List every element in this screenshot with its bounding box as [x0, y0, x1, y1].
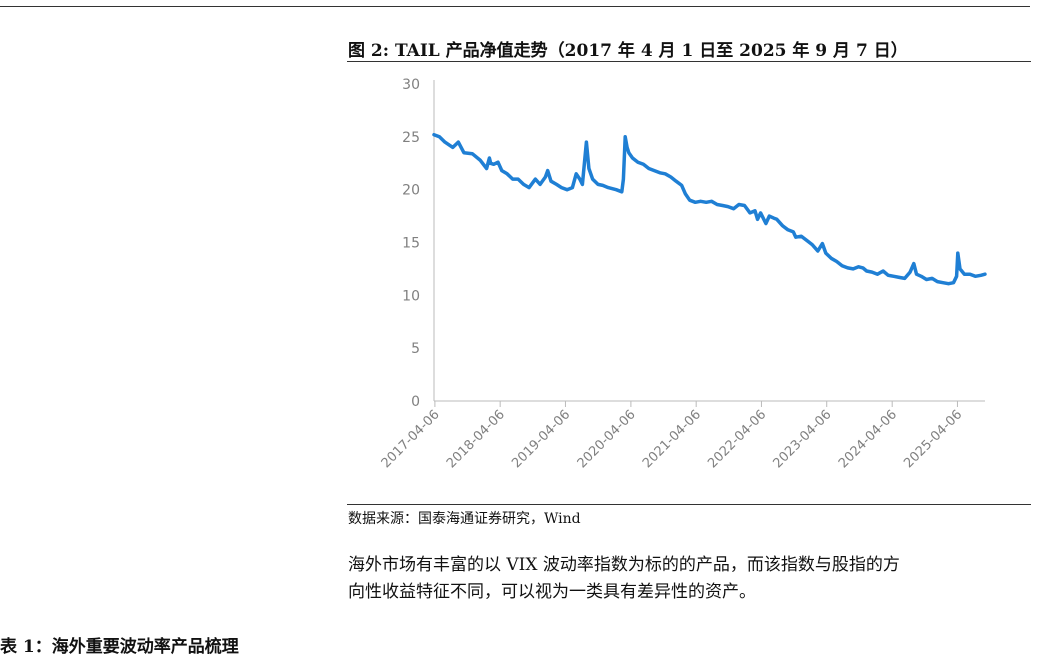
- top-rule: [0, 6, 1030, 7]
- x-tick-label: 2017-04-06: [379, 407, 443, 471]
- paragraph-line-1: 海外市场有丰富的以 VIX 波动率指数为标的的产品，而该指数与股指的方: [348, 555, 900, 575]
- y-tick-label: 10: [402, 288, 420, 304]
- y-tick-label: 30: [402, 77, 420, 93]
- y-tick-label: 0: [411, 394, 420, 410]
- x-tick-label: 2022-04-06: [705, 407, 769, 471]
- y-tick-label: 15: [402, 236, 420, 252]
- series-line: [432, 132, 987, 286]
- line-chart: 0 5 10 15 20 25 30 2017-04-06 2018-04-06 2019-04…: [379, 77, 987, 471]
- x-tick-label: 2024-04-06: [836, 407, 900, 471]
- body-paragraph: 海外市场有丰富的以 VIX 波动率指数为标的的产品，而该指数与股指的方 向性收益…: [348, 552, 1032, 606]
- x-tick-label: 2021-04-06: [640, 407, 704, 471]
- x-tick-label: 2018-04-06: [444, 407, 508, 471]
- x-tick-label: 2019-04-06: [509, 407, 573, 471]
- figure-title: 图 2: TAIL 产品净值走势（2017 年 4 月 1 日至 2025 年 …: [348, 41, 908, 61]
- x-tick-label: 2020-04-06: [575, 407, 639, 471]
- data-source: 数据来源：国泰海通证券研究，Wind: [348, 511, 581, 527]
- x-axis: 2017-04-06 2018-04-06 2019-04-06 2020-04-06…: [379, 400, 985, 471]
- y-tick-label: 5: [411, 341, 420, 357]
- title-rule: [347, 61, 1031, 62]
- source-rule: [347, 504, 1031, 505]
- y-tick-label: 25: [402, 130, 420, 146]
- x-tick-label: 2023-04-06: [771, 407, 835, 471]
- x-tick-label: 2025-04-06: [901, 407, 965, 471]
- paragraph-line-2: 向性收益特征不同，可以视为一类具有差异性的资产。: [348, 582, 756, 602]
- series-line-group: [432, 132, 987, 286]
- y-tick-label: 20: [402, 183, 420, 199]
- y-axis: 0 5 10 15 20 25 30: [402, 77, 435, 410]
